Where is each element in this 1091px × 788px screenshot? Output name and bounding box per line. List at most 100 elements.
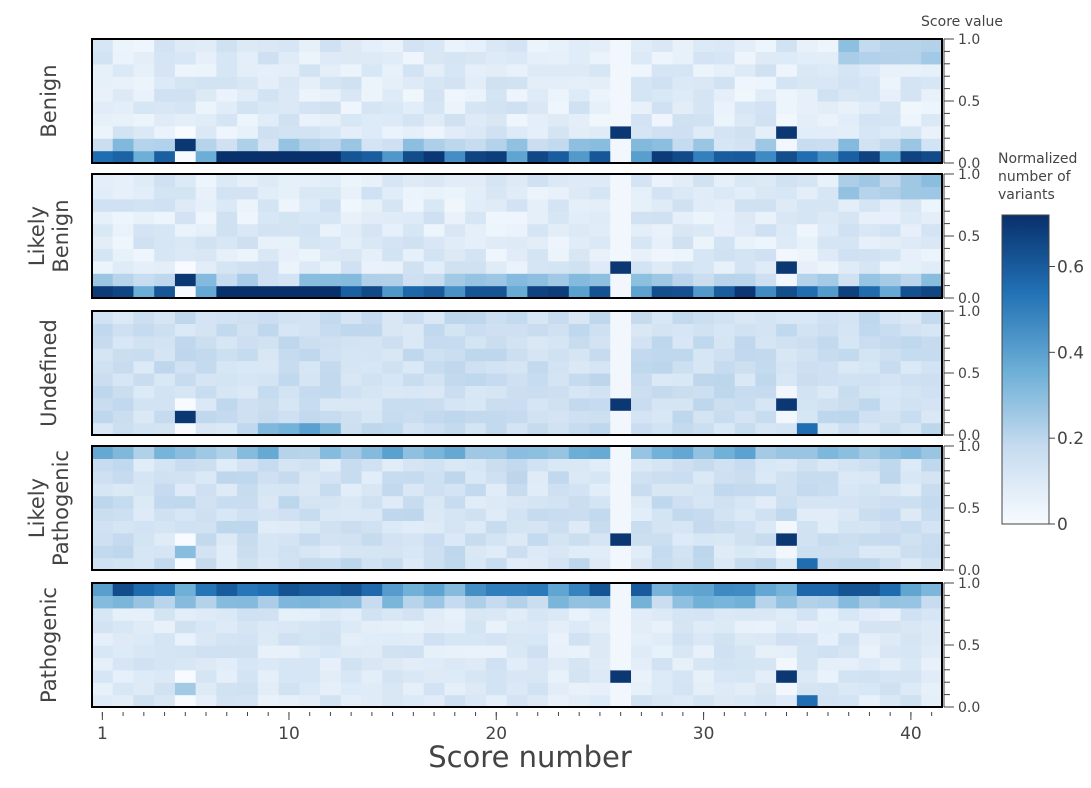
heatmap-cell [838, 273, 860, 287]
heatmap-cell [921, 223, 943, 237]
heatmap-cell [568, 186, 591, 200]
heatmap-cell [257, 323, 280, 337]
heatmap-cell [838, 311, 860, 324]
heatmap-cell [257, 557, 280, 571]
heatmap-cell [278, 694, 300, 708]
heatmap-cell [796, 311, 819, 324]
heatmap-cell [589, 373, 611, 386]
heatmap-cell [112, 211, 135, 225]
heatmap-cell [299, 174, 321, 187]
heatmap-cell [734, 545, 757, 559]
heatmap-cell [651, 520, 674, 534]
heatmap-cell [796, 323, 819, 337]
heatmap-cell [174, 669, 197, 683]
heatmap-cell [320, 458, 342, 472]
heatmap-cell [900, 311, 922, 324]
heatmap-cell [672, 694, 694, 708]
heatmap-cell [693, 620, 715, 634]
heatmap-cell [320, 483, 342, 497]
heatmap-cell [174, 446, 197, 459]
heatmap-cell [817, 311, 839, 324]
heatmap-cell [216, 260, 238, 274]
heatmap-cell [299, 458, 321, 472]
heatmap-cell [631, 520, 653, 534]
heatmap-cell [92, 545, 114, 559]
heatmap-cell [548, 138, 570, 152]
heatmap-cell [92, 373, 114, 386]
heatmap-cell [631, 645, 653, 658]
heatmap-cell [154, 532, 176, 546]
heatmap-cell [465, 63, 487, 77]
heatmap-cell [361, 595, 383, 609]
heatmap-cell [320, 63, 342, 77]
heatmap-cell [133, 373, 155, 386]
heatmap-cell [921, 483, 943, 497]
heatmap-cell [900, 410, 922, 424]
heatmap-cell [755, 694, 777, 708]
heatmap-cell [651, 273, 674, 287]
colorbar: Normalized number of variants 00.20.40.6 [998, 151, 1084, 535]
heatmap-cell [112, 236, 135, 249]
heatmap-cell [506, 348, 528, 362]
heatmap-cell [838, 595, 860, 609]
heatmap-cell [672, 113, 694, 127]
heatmap-cell [672, 470, 694, 484]
heatmap-cell [921, 211, 943, 225]
heatmap-cell [465, 248, 487, 262]
heatmap-cell [154, 397, 176, 411]
heatmap-cell [340, 39, 363, 52]
heatmap-cell [672, 63, 694, 77]
heatmap-cell [693, 39, 715, 52]
heatmap-cell [672, 583, 694, 596]
heatmap-cell [257, 88, 280, 102]
heatmap-cell [465, 285, 487, 299]
heatmap-cell [195, 545, 217, 559]
heatmap-cell [195, 311, 217, 324]
heatmap-cell [900, 373, 922, 386]
heatmap-cell [921, 323, 943, 337]
heatmap-cell [257, 211, 280, 225]
heatmap-cell [423, 174, 446, 187]
colorbar-tick-label: 0.6 [1057, 258, 1084, 278]
heatmap-cell [900, 385, 922, 399]
heatmap-cell [921, 595, 943, 609]
heatmap-cell [506, 360, 528, 374]
heatmap-cell [237, 285, 259, 299]
heatmap-cell [900, 508, 922, 521]
heatmap-cell [299, 632, 321, 646]
heatmap-cell [734, 150, 757, 164]
heatmap-cell [423, 63, 446, 77]
x-tick-label: 30 [693, 724, 715, 744]
heatmap-cell [237, 248, 259, 262]
heatmap-cell [237, 138, 259, 152]
heatmap-cell [859, 138, 881, 152]
heatmap-cell [589, 138, 611, 152]
heatmap-cell [299, 645, 321, 658]
heatmap-cell [734, 410, 757, 424]
heatmap-cell [133, 669, 155, 683]
heatmap-cell [237, 260, 259, 274]
heatmap-cell [610, 669, 632, 683]
heatmap-cell [195, 669, 217, 683]
heatmap-cell [216, 348, 238, 362]
heatmap-cell [527, 607, 549, 621]
heatmap-cell [859, 495, 881, 509]
heatmap-cell [423, 248, 446, 262]
heatmap-cell [112, 373, 135, 386]
heatmap-cell [340, 446, 363, 459]
heatmap-cell [755, 223, 777, 237]
heatmap-cell [320, 273, 342, 287]
heatmap-cell [859, 694, 881, 708]
heatmap-cell [589, 508, 611, 521]
heatmap-cell [506, 311, 528, 324]
heatmap-cell [672, 532, 694, 546]
heatmap-cell [817, 150, 839, 164]
heatmap-cell [423, 483, 446, 497]
heatmap-cell [402, 373, 425, 386]
heatmap-cell [900, 323, 922, 337]
heatmap-cell [796, 397, 819, 411]
heatmap-cell [631, 545, 653, 559]
heatmap-cell [796, 595, 819, 609]
heatmap-cell [859, 223, 881, 237]
heatmap-cell [112, 607, 135, 621]
